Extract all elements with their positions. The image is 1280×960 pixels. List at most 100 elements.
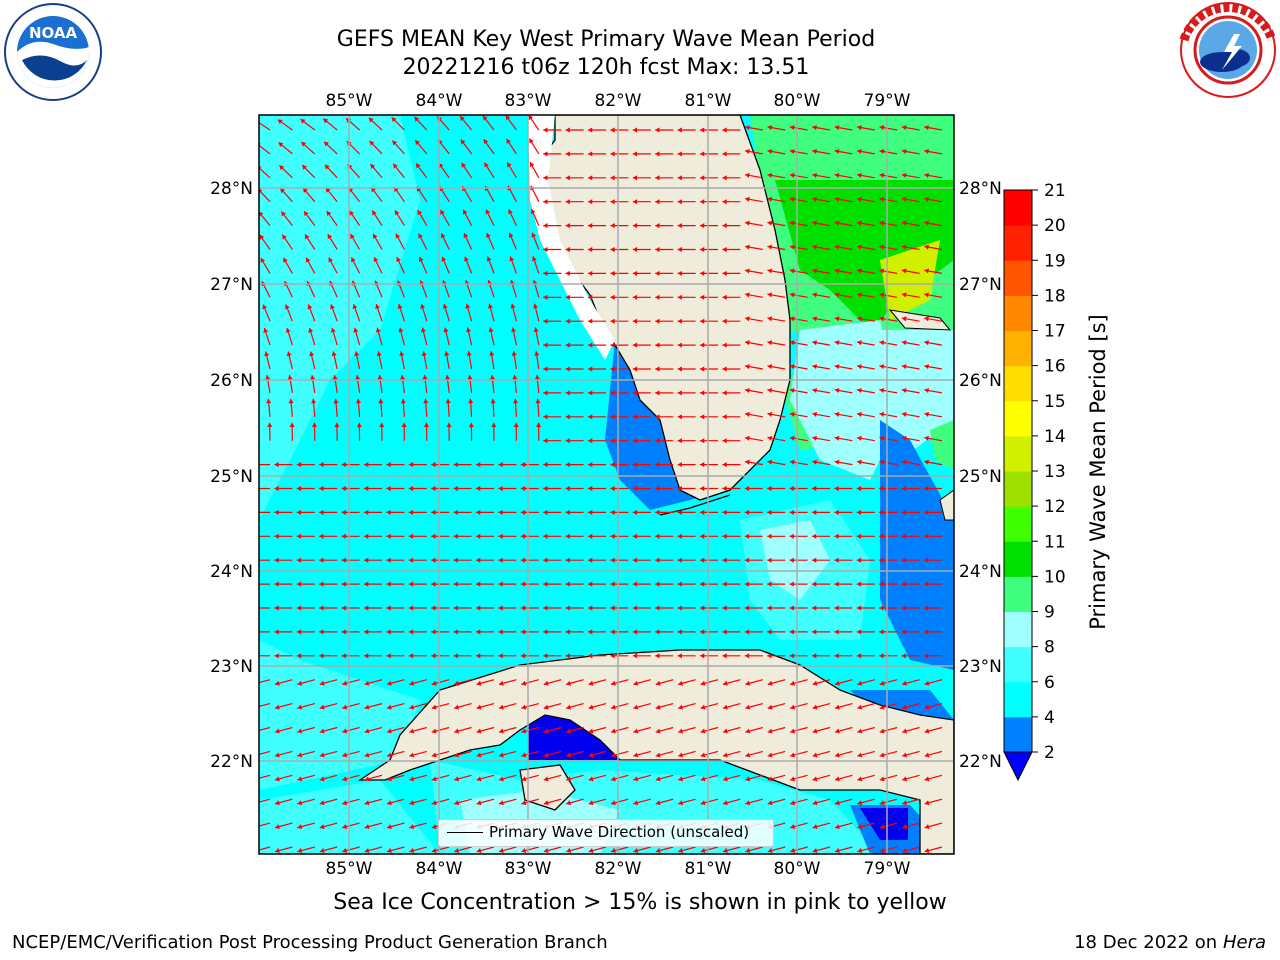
wave-arrow-head (418, 233, 423, 239)
wave-arrow-head (454, 680, 460, 686)
wave-arrow-head (308, 327, 314, 333)
wave-arrow-head (275, 824, 280, 830)
wave-arrow-head (700, 680, 706, 686)
wave-arrow-head (396, 257, 401, 263)
wave-arrow (259, 703, 271, 708)
wave-arrow-head (722, 414, 727, 420)
colorbar-segment (1004, 435, 1032, 472)
wave-arrow-head (655, 223, 660, 229)
wave-arrow-head (700, 462, 705, 468)
wave-arrow-head (342, 728, 348, 734)
wave-arrow-head (633, 800, 639, 806)
wave-arrow-head (252, 510, 256, 515)
wave-arrow-head (476, 728, 482, 734)
wave-arrow-head (655, 605, 660, 611)
wave-arrow-head (812, 533, 817, 539)
wave-arrow-head (678, 728, 684, 734)
wave-arrow-head (678, 704, 684, 710)
wave-arrow-head (610, 199, 615, 205)
wave-arrow-head (722, 462, 727, 468)
wave-arrow-head (834, 316, 840, 322)
wave-arrow-head (722, 557, 727, 563)
wave-arrow-head (856, 557, 862, 563)
wave-arrow-head (533, 303, 539, 309)
wave-arrow-head (610, 509, 615, 515)
wave-arrow-head (297, 800, 303, 806)
wave-arrow-head (834, 509, 839, 515)
wave-arrow-head (520, 653, 526, 659)
wave-arrow-head (633, 704, 639, 710)
wave-arrow-head (901, 196, 907, 202)
wave-arrow-head (789, 605, 794, 611)
wave-arrow-head (723, 728, 728, 734)
wave-arrow-head (611, 680, 616, 686)
wave-arrow-head (857, 364, 862, 370)
wave-arrow-head (253, 681, 258, 686)
wave-arrow-head (632, 366, 638, 372)
wave-arrow-head (812, 292, 817, 298)
wave-arrow-head (700, 728, 706, 734)
wave-arrow-head (341, 605, 346, 611)
wave-arrow-head (330, 304, 335, 310)
colorbar-tick-label: 19 (1044, 251, 1066, 271)
wave-arrow-head (420, 304, 426, 309)
colorbar-tick-label: 18 (1044, 286, 1066, 306)
wave-arrow-head (812, 411, 817, 417)
lon-label: 82°W (595, 91, 642, 111)
wave-arrow-head (488, 327, 494, 333)
wave-arrow-head (767, 316, 773, 322)
colorbar-segment (1004, 260, 1032, 296)
wave-arrow-head (610, 414, 615, 420)
wave-arrow-head (431, 752, 437, 758)
wave-arrow-head (498, 581, 503, 587)
wave-arrow-head (364, 848, 370, 854)
lon-label: 80°W (774, 91, 821, 111)
wave-arrow-head (453, 557, 458, 563)
wave-arrow-head (834, 411, 840, 417)
wave-arrow-head (745, 125, 750, 131)
period-band-6-8-west (259, 115, 420, 520)
wave-arrow-head (655, 704, 661, 710)
wave-arrow-head (259, 234, 265, 240)
lon-label: 84°W (416, 91, 463, 111)
wave-arrow-head (476, 533, 481, 539)
wave-arrow-head (902, 680, 908, 686)
wave-arrow-head (722, 653, 727, 659)
wave-arrow-head (476, 680, 482, 686)
wave-arrow-head (520, 462, 526, 468)
wave-arrow-head (566, 848, 572, 854)
wave-arrow-head (565, 438, 570, 444)
wave-arrow-head (252, 605, 256, 610)
wave-arrow-head (924, 629, 929, 635)
wave-arrow-head (370, 164, 376, 169)
wave-arrow-head (767, 653, 772, 659)
wave-arrow-head (588, 366, 593, 372)
wave-arrow-head (767, 605, 772, 611)
wave-arrow-head (476, 848, 482, 854)
wave-arrow-head (610, 605, 615, 611)
wave-arrow-head (924, 848, 930, 854)
wave-arrow-head (812, 340, 817, 346)
wave-arrow-head (476, 605, 481, 611)
wave-arrow-head (483, 139, 489, 145)
wave-arrow-head (655, 199, 660, 205)
wave-arrow-head (632, 462, 638, 468)
wave-arrow-head (655, 776, 661, 782)
footer-date: 18 Dec 2022 on Hera (1074, 932, 1266, 953)
wave-arrow-head (387, 680, 392, 686)
wave-arrow-head (655, 151, 660, 157)
wave-arrow-head (789, 485, 794, 492)
wave-arrow-head (307, 304, 313, 310)
wave-arrow-head (834, 435, 840, 441)
wave-arrow (259, 798, 271, 803)
wave-arrow-head (745, 752, 751, 758)
wave-arrow-head (319, 629, 324, 635)
wave-arrow-head (253, 848, 258, 853)
wave-arrow-head (834, 340, 840, 346)
wave-arrow-head (789, 459, 795, 465)
wave-arrow-head (364, 704, 370, 710)
wave-arrow-head (677, 246, 682, 253)
wave-arrow-head (275, 800, 280, 806)
wave-arrow-head (565, 127, 570, 133)
wave-arrow-head (319, 605, 324, 611)
